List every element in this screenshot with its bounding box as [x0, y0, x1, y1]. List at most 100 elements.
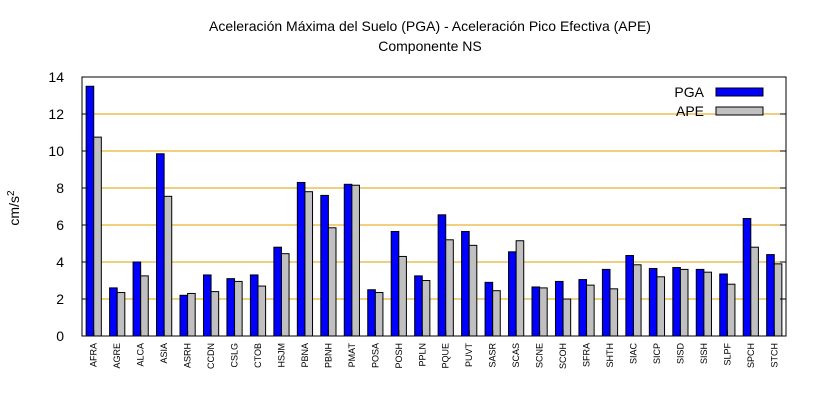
- bar-pga-agre: [109, 287, 118, 337]
- bars: [85, 85, 783, 337]
- bar-pga-scas: [508, 251, 517, 337]
- x-tick-label: CTOB: [253, 343, 263, 368]
- bar-pga-pbnh: [320, 194, 329, 337]
- svg-text:cm/s2: cm/s2: [6, 190, 23, 226]
- bar-ape-sicp: [656, 276, 666, 337]
- bar-ape-slpf: [726, 283, 736, 337]
- bar-pga-ctob: [249, 274, 259, 337]
- bar-ape-sisd: [679, 268, 689, 337]
- legend-label-ape: APE: [676, 103, 704, 119]
- y-axis-label: cm/s2: [6, 190, 23, 226]
- x-tick-label: ASIA: [159, 343, 169, 364]
- x-tick-label: PQUE: [441, 343, 451, 369]
- x-tick-label: SISD: [675, 343, 685, 365]
- bar-ape-shth: [609, 288, 619, 337]
- x-tick-label: SASR: [488, 343, 498, 368]
- bar-pga-asrh: [179, 294, 189, 337]
- bar-pga-scoh: [554, 280, 564, 337]
- bar-pga-alca: [132, 261, 142, 337]
- bar-ape-ccdn: [210, 291, 220, 337]
- bar-pga-sfra: [578, 279, 588, 337]
- bar-ape-scoh: [562, 298, 572, 337]
- y-axis-label-exponent: 2: [6, 190, 17, 196]
- y-tick-label: 10: [48, 143, 64, 159]
- y-tick-label: 12: [48, 106, 64, 122]
- bar-pga-spch: [742, 218, 752, 337]
- x-tick-label: SLPF: [722, 343, 732, 366]
- bar-pga-siac: [625, 255, 634, 337]
- x-tick-label: SCNE: [535, 343, 545, 368]
- bar-pga-puvt: [461, 230, 470, 337]
- bar-ape-scne: [539, 287, 548, 337]
- bar-pga-cslg: [226, 278, 236, 337]
- bar-pga-hsjm: [273, 246, 282, 337]
- x-tick-label: PMAT: [347, 343, 357, 368]
- x-tick-label: SCAS: [511, 343, 521, 368]
- bar-ape-siac: [632, 264, 642, 337]
- bar-pga-ccdn: [202, 274, 212, 337]
- bar-ape-agre: [116, 292, 126, 337]
- plot-frame: [81, 76, 787, 337]
- bar-pga-slpf: [719, 273, 728, 337]
- x-tick-label: ASRH: [183, 343, 193, 368]
- bar-pga-pbna: [296, 181, 306, 337]
- bar-pga-pque: [437, 214, 447, 337]
- y-tick-label: 8: [56, 180, 64, 196]
- legend-swatch-pga: [715, 87, 764, 97]
- x-tick-label: PPLN: [417, 343, 427, 367]
- x-tick-label: AGRE: [112, 343, 122, 369]
- bar-ape-posh: [398, 255, 407, 337]
- x-axis-ticks: AFRA AGRE ALCA ASIA ASRH CCDN CSLG CTOB HSJM PBNA…: [89, 330, 779, 369]
- chart-title: Aceleración Máxima del Suelo (PGA) - Ace…: [209, 18, 651, 34]
- bar-pga-scne: [531, 286, 541, 337]
- x-tick-label: CCDN: [206, 343, 216, 369]
- bar-ape-afra: [93, 136, 102, 337]
- bar-ape-cslg: [234, 280, 243, 337]
- bar-pga-stch: [766, 254, 775, 337]
- bar-ape-hsjm: [280, 253, 290, 337]
- x-tick-label: SPCH: [746, 343, 756, 368]
- bar-pga-pmat: [343, 183, 353, 337]
- x-tick-label: SFRA: [582, 343, 592, 367]
- x-tick-label: PUVT: [464, 343, 474, 368]
- x-tick-label: HSJM: [276, 343, 286, 368]
- bar-ape-posa: [374, 292, 384, 337]
- y-tick-label: 0: [56, 328, 64, 344]
- bar-ape-asrh: [187, 292, 196, 337]
- bar-ape-pbna: [304, 191, 314, 337]
- y-tick-label: 6: [56, 217, 64, 233]
- bar-ape-puvt: [468, 244, 478, 337]
- chart-subtitle: Componente NS: [378, 38, 482, 54]
- bar-pga-ppln: [414, 275, 423, 337]
- bar-ape-ctob: [257, 285, 267, 337]
- bar-ape-pque: [445, 239, 454, 337]
- x-tick-label: SHTH: [605, 343, 615, 368]
- legend: PGA APE: [674, 84, 764, 119]
- gridlines: [82, 113, 786, 300]
- y-tick-label: 4: [56, 254, 64, 270]
- bar-ape-ppln: [421, 280, 431, 337]
- x-tick-label: AFRA: [89, 343, 99, 367]
- bar-pga-posa: [367, 289, 376, 337]
- x-tick-label: ALCA: [136, 343, 146, 367]
- legend-label-pga: PGA: [674, 84, 704, 100]
- bar-ape-pbnh: [327, 227, 337, 337]
- bar-ape-spch: [750, 246, 759, 337]
- x-tick-label: PBNA: [300, 343, 310, 368]
- bar-pga-posh: [390, 230, 400, 337]
- bar-ape-scas: [515, 240, 525, 337]
- bar-ape-alca: [140, 275, 149, 337]
- x-tick-label: SISH: [699, 343, 709, 364]
- y-tick-label: 2: [56, 291, 64, 307]
- x-tick-label: SICP: [652, 343, 662, 364]
- bar-pga-sasr: [484, 281, 494, 337]
- x-tick-label: CSLG: [230, 343, 240, 368]
- bar-pga-asia: [156, 153, 165, 337]
- bar-ape-sish: [703, 271, 712, 337]
- bar-pga-sish: [695, 268, 705, 337]
- x-tick-label: POSA: [370, 343, 380, 368]
- bar-ape-sasr: [492, 290, 501, 337]
- x-tick-label: STCH: [769, 343, 779, 368]
- y-tick-label: 14: [48, 69, 64, 85]
